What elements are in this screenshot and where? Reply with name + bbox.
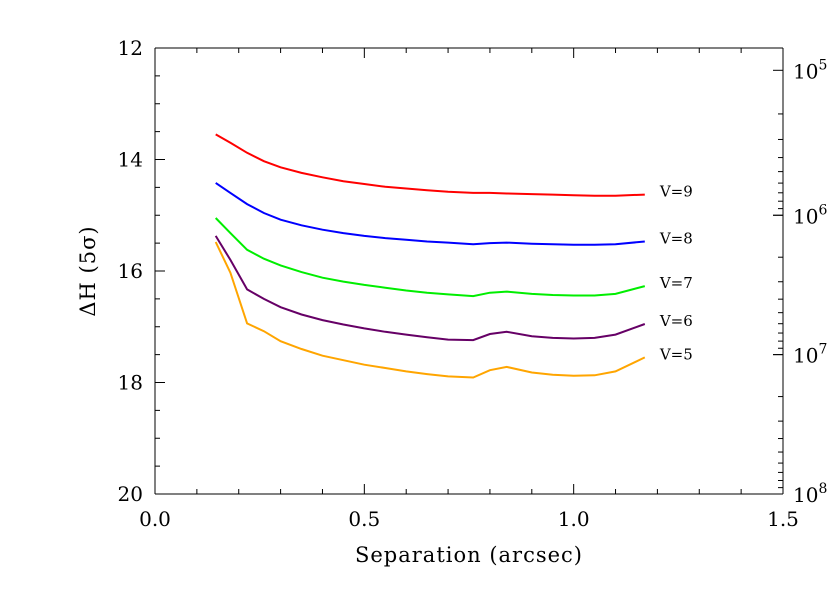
series-labels: V=9 V=8 V=7 V=6 V=5	[659, 183, 693, 364]
series-label: V=8	[659, 229, 693, 247]
series-label: V=6	[659, 312, 693, 330]
x-tick-label: 1.5	[767, 507, 799, 531]
series-label: V=9	[659, 183, 693, 201]
series-lines	[214, 133, 646, 379]
y-axis-title: ΔH (5σ)	[76, 225, 100, 316]
series-line-v9	[215, 133, 645, 197]
y-tick-label: 20	[118, 482, 143, 506]
series-label: V=7	[659, 274, 693, 292]
y-tick-label: 12	[118, 36, 143, 60]
series-line-v8	[215, 182, 645, 246]
x-axis-ticks: 0.0 0.5 1.0 1.5	[139, 48, 799, 531]
right-tick-label: 105	[793, 57, 827, 83]
right-tick-label: 108	[793, 481, 827, 507]
y-tick-label: 14	[118, 148, 143, 172]
x-tick-label: 0.5	[348, 507, 380, 531]
series-line-v5	[214, 241, 646, 379]
series-line-v6	[214, 235, 646, 342]
x-axis-title: Separation (arcsec)	[355, 543, 583, 567]
y-tick-label: 16	[118, 259, 143, 283]
right-axis-ticks: 105 106 107 108	[773, 57, 827, 507]
x-tick-label: 0.0	[139, 507, 171, 531]
plot-frame	[154, 47, 784, 495]
right-tick-label: 106	[793, 202, 827, 228]
y-tick-label: 18	[118, 371, 143, 395]
series-label: V=5	[659, 345, 693, 363]
right-tick-label: 107	[793, 342, 827, 368]
y-axis-ticks: 12 14 16 18 20	[118, 36, 165, 506]
series-line-v7	[214, 217, 646, 298]
x-tick-label: 1.0	[558, 507, 590, 531]
